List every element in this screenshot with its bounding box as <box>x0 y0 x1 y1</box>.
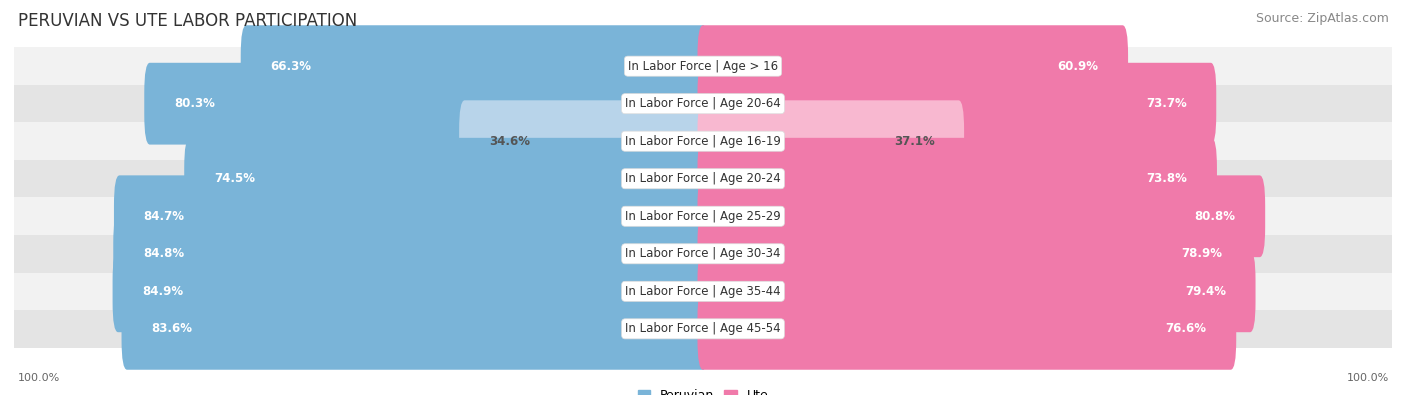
Text: 80.8%: 80.8% <box>1195 210 1236 223</box>
FancyBboxPatch shape <box>145 63 709 145</box>
Text: In Labor Force | Age 20-24: In Labor Force | Age 20-24 <box>626 172 780 185</box>
FancyBboxPatch shape <box>697 175 1265 257</box>
FancyBboxPatch shape <box>121 288 709 370</box>
FancyBboxPatch shape <box>697 138 1218 220</box>
Text: Source: ZipAtlas.com: Source: ZipAtlas.com <box>1256 12 1389 25</box>
Text: 76.6%: 76.6% <box>1166 322 1206 335</box>
Text: In Labor Force | Age 35-44: In Labor Force | Age 35-44 <box>626 285 780 298</box>
Bar <box>14 198 1392 235</box>
Text: In Labor Force | Age 30-34: In Labor Force | Age 30-34 <box>626 247 780 260</box>
Bar <box>14 235 1392 273</box>
FancyBboxPatch shape <box>240 25 709 107</box>
FancyBboxPatch shape <box>112 250 709 332</box>
Text: In Labor Force | Age 45-54: In Labor Force | Age 45-54 <box>626 322 780 335</box>
FancyBboxPatch shape <box>184 138 709 220</box>
Text: 100.0%: 100.0% <box>18 373 60 383</box>
FancyBboxPatch shape <box>697 63 1216 145</box>
Text: In Labor Force | Age 16-19: In Labor Force | Age 16-19 <box>626 135 780 148</box>
Text: In Labor Force | Age 25-29: In Labor Force | Age 25-29 <box>626 210 780 223</box>
FancyBboxPatch shape <box>697 100 965 182</box>
Text: 84.9%: 84.9% <box>142 285 183 298</box>
Text: PERUVIAN VS UTE LABOR PARTICIPATION: PERUVIAN VS UTE LABOR PARTICIPATION <box>18 12 357 30</box>
Text: 80.3%: 80.3% <box>174 97 215 110</box>
FancyBboxPatch shape <box>697 288 1236 370</box>
Text: 84.7%: 84.7% <box>143 210 184 223</box>
Text: 34.6%: 34.6% <box>489 135 530 148</box>
Text: 66.3%: 66.3% <box>270 60 311 73</box>
Text: 100.0%: 100.0% <box>1347 373 1389 383</box>
FancyBboxPatch shape <box>697 213 1253 295</box>
Bar <box>14 310 1392 348</box>
FancyBboxPatch shape <box>697 250 1256 332</box>
Bar <box>14 122 1392 160</box>
Bar <box>14 85 1392 122</box>
Text: 37.1%: 37.1% <box>894 135 935 148</box>
Bar <box>14 160 1392 198</box>
Legend: Peruvian, Ute: Peruvian, Ute <box>633 384 773 395</box>
Text: In Labor Force | Age 20-64: In Labor Force | Age 20-64 <box>626 97 780 110</box>
Text: 79.4%: 79.4% <box>1185 285 1226 298</box>
Text: 60.9%: 60.9% <box>1057 60 1098 73</box>
Text: 84.8%: 84.8% <box>143 247 184 260</box>
FancyBboxPatch shape <box>114 213 709 295</box>
FancyBboxPatch shape <box>114 175 709 257</box>
Text: 73.8%: 73.8% <box>1146 172 1187 185</box>
Text: 74.5%: 74.5% <box>214 172 254 185</box>
Text: 78.9%: 78.9% <box>1181 247 1222 260</box>
FancyBboxPatch shape <box>460 100 709 182</box>
Text: In Labor Force | Age > 16: In Labor Force | Age > 16 <box>628 60 778 73</box>
Text: 73.7%: 73.7% <box>1146 97 1187 110</box>
Text: 83.6%: 83.6% <box>152 322 193 335</box>
Bar <box>14 273 1392 310</box>
FancyBboxPatch shape <box>697 25 1128 107</box>
Bar <box>14 47 1392 85</box>
